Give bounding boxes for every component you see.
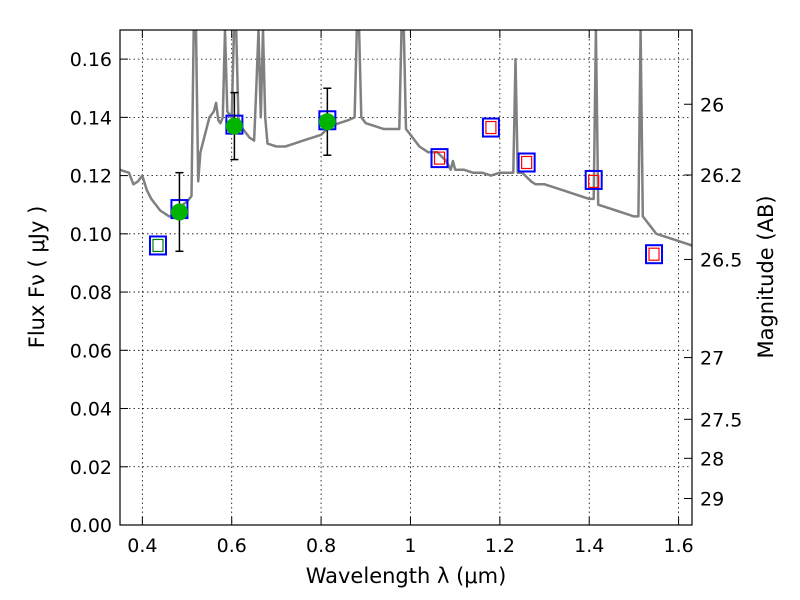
synthetic-photometry-square [584,169,603,190]
y-tick-label: 0.02 [70,457,112,479]
upper-limit-square [648,247,660,261]
x-tick-label: 1.2 [485,535,515,557]
upper-limit-square [588,174,600,189]
x-axis-ticks: 0.4 0.6 0.8 1 1.2 1.4 1.6 [127,30,694,557]
x-tick-label: 0.4 [127,535,157,557]
magnitude-tick-label: 29 [700,489,724,511]
magnitude-tick-label: 28 [700,448,724,470]
x-tick-label: 1 [404,535,416,557]
magnitude-tick-label: 26.5 [700,249,742,271]
data-points-layer [148,87,664,265]
y-tick-label: 0.00 [70,515,112,537]
x-tick-label: 0.8 [306,535,336,557]
observed-flux-point [318,113,336,131]
x-tick-label: 1.4 [574,535,604,557]
magnitude-axis-label: Magnitude (AB) [754,195,778,358]
magnitude-tick-label: 27 [700,348,724,370]
synthetic-photometry-square [148,235,167,256]
upper-limit-square [521,155,533,170]
magnitude-tick-label: 26.2 [700,165,742,187]
magnitude-tick-label: 27.5 [700,409,742,431]
x-tick-label: 1.6 [663,535,693,557]
y-tick-label: 0.12 [70,166,112,188]
y-tick-label: 0.14 [70,107,112,129]
x-tick-label: 0.6 [217,535,247,557]
synthetic-photometry-square [517,152,536,173]
y-tick-label: 0.10 [70,224,112,246]
model-curve-layer [120,30,692,247]
x-axis-label: Wavelength λ (μm) [306,564,507,588]
y-axis-ticks: 0.00 0.02 0.04 0.06 0.08 0.10 0.12 0.14 0.16 [70,49,128,537]
synthetic-photometry-square [645,244,664,265]
y-tick-label: 0.16 [70,49,112,71]
plot-frame [119,29,693,526]
y-tick-label: 0.08 [70,282,112,304]
magnitude-axis-ticks: 26 26.2 26.5 27 27.5 28 29 [684,94,742,511]
model-sed-curve [120,30,692,247]
observed-flux-point [170,203,188,221]
y-tick-label: 0.06 [70,340,112,362]
b-band-limit-square [152,238,164,253]
grid-lines [120,30,692,525]
magnitude-tick-label: 26 [700,94,724,116]
y-axis-label: Flux Fν ( μJy ) [25,206,49,349]
synthetic-photometry-square [430,148,449,169]
upper-limit-square [433,151,446,165]
observed-flux-point [225,117,243,135]
upper-limit-square [485,120,497,135]
synthetic-photometry-square [481,117,500,138]
y-tick-label: 0.04 [70,399,112,421]
